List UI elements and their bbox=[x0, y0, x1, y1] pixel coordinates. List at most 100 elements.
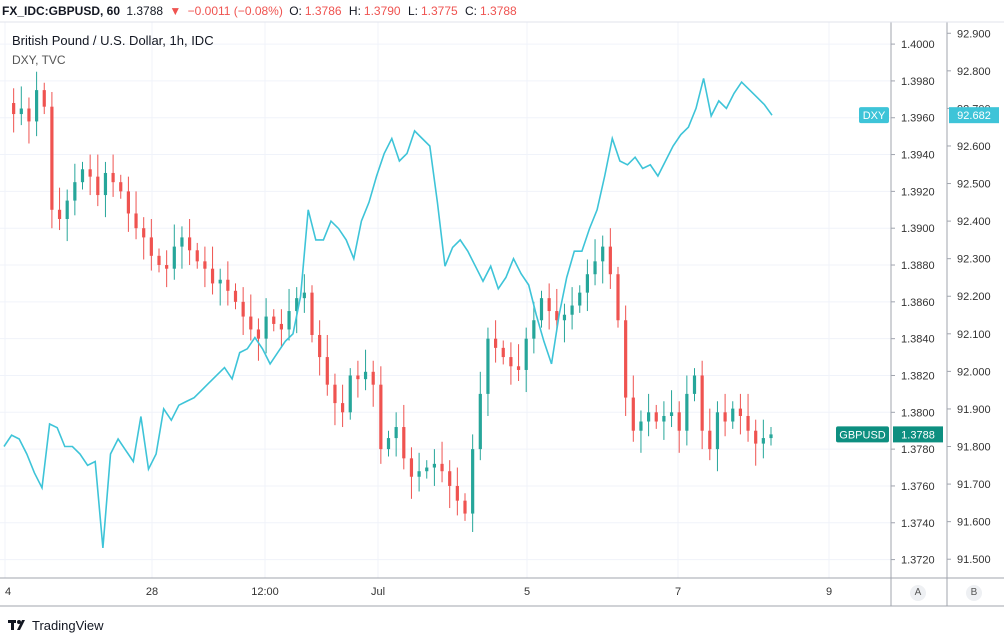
close-label: C: bbox=[465, 4, 478, 18]
candle-body bbox=[578, 292, 582, 306]
candle-body bbox=[562, 314, 567, 321]
candle-body bbox=[12, 103, 16, 115]
symbol-name[interactable]: FX_IDC:GBPUSD, 60 bbox=[2, 4, 121, 18]
candle-body bbox=[402, 427, 406, 459]
candle-body bbox=[233, 290, 238, 302]
footer: TradingView bbox=[8, 612, 104, 638]
candle-body bbox=[631, 397, 635, 431]
candle-body bbox=[547, 298, 551, 312]
dxy-value-badge bbox=[949, 107, 999, 124]
candle-body bbox=[88, 169, 92, 177]
candle-body bbox=[669, 412, 674, 416]
candle-body bbox=[555, 311, 559, 321]
x-tick-label: 7 bbox=[675, 586, 681, 598]
candle-body bbox=[333, 384, 337, 404]
y-tick-label-b: 91.800 bbox=[957, 442, 991, 454]
candle-body bbox=[325, 357, 329, 385]
tradingview-logo-icon[interactable] bbox=[8, 618, 28, 632]
candle-body bbox=[119, 182, 123, 192]
candle-body bbox=[363, 371, 368, 380]
candle-body bbox=[723, 412, 727, 422]
candle-body bbox=[654, 412, 658, 422]
y-tick-label-a: 1.3820 bbox=[901, 370, 935, 382]
candle-body bbox=[685, 393, 689, 431]
brand-name[interactable]: TradingView bbox=[32, 617, 104, 633]
y-tick-label-a: 1.3980 bbox=[901, 76, 935, 88]
candle-body bbox=[142, 228, 146, 238]
gbpusd-value-badge-text: 1.3788 bbox=[901, 429, 935, 441]
y-tick-label-a: 1.3740 bbox=[901, 518, 935, 530]
gbpusd-price-axis[interactable]: 1.4000 1.3980 1.3960 1.3940 1.3920 1.3900 1.38… bbox=[891, 39, 935, 567]
axes-frame bbox=[0, 21, 1004, 607]
candle-body bbox=[80, 169, 85, 183]
high-value: 1.3790 bbox=[363, 4, 401, 18]
candle-body bbox=[409, 458, 414, 477]
candle-body bbox=[494, 338, 498, 348]
candle-body bbox=[501, 347, 505, 358]
candle-body bbox=[27, 108, 31, 122]
x-tick-label: 4 bbox=[5, 586, 11, 598]
y-tick-label-a: 1.3840 bbox=[901, 334, 935, 346]
dxy-name-badge bbox=[859, 107, 889, 124]
candle-body bbox=[19, 108, 23, 115]
candle-body bbox=[471, 449, 475, 514]
dxy-name-badge-text: DXY bbox=[863, 110, 886, 122]
candle-body bbox=[509, 357, 513, 367]
candle-body bbox=[616, 274, 620, 321]
x-tick-label: 5 bbox=[524, 586, 530, 598]
candle-body bbox=[516, 366, 521, 370]
candle-body bbox=[188, 237, 192, 251]
candle-body bbox=[731, 408, 735, 422]
y-tick-label-a: 1.3860 bbox=[901, 297, 935, 309]
y-tick-label-b: 92.800 bbox=[957, 66, 991, 78]
candle-body bbox=[341, 403, 345, 413]
candle-body bbox=[386, 438, 391, 450]
y-tick-label-a: 1.3800 bbox=[901, 407, 935, 419]
close-value: 1.3788 bbox=[480, 4, 517, 18]
price-change: −0.0011 (−0.08%) bbox=[187, 4, 283, 18]
candle-body bbox=[708, 430, 712, 450]
legend-main-series[interactable]: British Pound / U.S. Dollar, 1h, IDC bbox=[12, 33, 214, 48]
x-tick-label: 9 bbox=[826, 586, 832, 598]
candle-body bbox=[180, 237, 184, 247]
open-label: O: bbox=[289, 4, 302, 18]
y-tick-label-a: 1.3760 bbox=[901, 481, 935, 493]
legend-compare-series[interactable]: DXY, TVC bbox=[12, 53, 66, 67]
gbpusd-candles bbox=[12, 71, 773, 532]
candle-body bbox=[295, 298, 299, 312]
high-label: H: bbox=[348, 4, 361, 18]
low-label: L: bbox=[407, 4, 418, 18]
scale-a-button[interactable]: A bbox=[910, 585, 926, 601]
gbpusd-name-badge-text: GBPUSD bbox=[839, 429, 886, 441]
candle-body bbox=[210, 268, 215, 284]
candle-body bbox=[754, 430, 758, 444]
candle-body bbox=[134, 213, 138, 229]
gbpusd-name-badge bbox=[836, 426, 889, 443]
candle-body bbox=[746, 415, 750, 431]
candle-body bbox=[486, 338, 490, 394]
chart-legend: British Pound / U.S. Dollar, 1h, IDC DXY… bbox=[12, 33, 214, 67]
y-tick-label-b: 92.300 bbox=[957, 254, 991, 266]
candle-body bbox=[769, 434, 773, 439]
candle-body bbox=[310, 292, 314, 335]
y-tick-label-a: 1.3960 bbox=[901, 113, 935, 125]
dxy-price-axis[interactable]: 92.90092.80092.70092.60092.50092.40092.3… bbox=[947, 28, 991, 566]
candle-body bbox=[539, 298, 544, 321]
candle-body bbox=[532, 320, 536, 339]
time-axis[interactable]: 4 28 12:00 Jul 5 7 9 bbox=[5, 586, 832, 598]
candle-body bbox=[371, 371, 375, 385]
candle-body bbox=[394, 427, 398, 439]
y-tick-label-b: 92.400 bbox=[957, 216, 991, 228]
candle-body bbox=[570, 305, 574, 315]
candle-body bbox=[440, 463, 444, 472]
low-value: 1.3775 bbox=[420, 4, 458, 18]
x-tick-label: Jul bbox=[371, 586, 385, 598]
chart-grid bbox=[0, 22, 891, 578]
last-value-badges: DXY 92.682 GBPUSD 1.3788 bbox=[836, 107, 999, 443]
y-tick-label-a: 1.3940 bbox=[901, 150, 935, 162]
dxy-line bbox=[3, 78, 773, 548]
scale-b-button[interactable]: B bbox=[966, 585, 982, 601]
x-tick-label: 12:00 bbox=[251, 586, 279, 598]
candle-body bbox=[73, 182, 77, 201]
